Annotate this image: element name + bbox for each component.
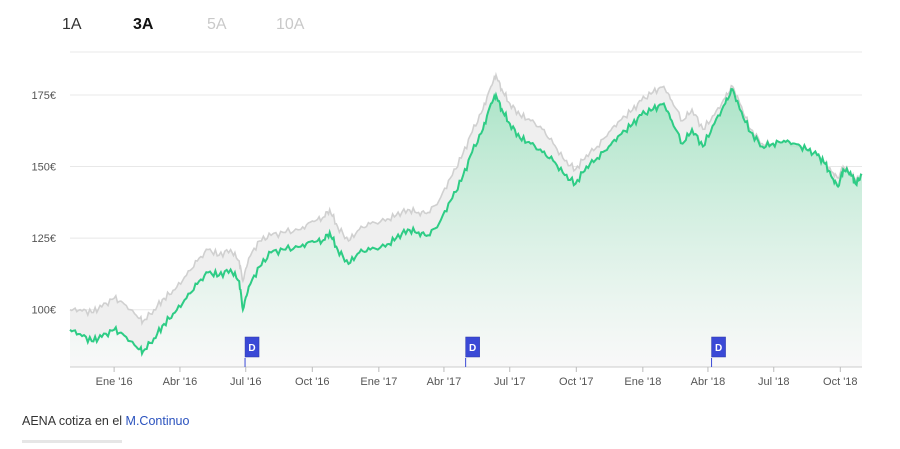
y-tick-label: 100€	[32, 305, 56, 317]
x-tick-label: Jul '16	[230, 376, 261, 388]
tab-3a[interactable]: 3A	[133, 16, 154, 33]
dividend-flag	[465, 336, 480, 358]
dividend-label: D	[715, 343, 722, 354]
x-tick-label: Jul '18	[758, 376, 789, 388]
price-line	[69, 88, 863, 358]
x-tick-label: Abr '16	[163, 376, 198, 388]
series-layer	[69, 71, 863, 368]
market-link[interactable]: M.Continuo	[125, 414, 190, 428]
y-axis: 100€ 125€ 150€ 175€	[32, 90, 56, 317]
x-tick-label: Ene '17	[360, 376, 397, 388]
x-axis-ticks: Ene '16 Abr '16 Jul '16 Oct '16 Ene '17 Abr '…	[96, 367, 858, 388]
x-tick-label: Oct '17	[559, 376, 594, 388]
y-tick-label: 125€	[32, 233, 56, 245]
x-tick-label: Oct '18	[823, 376, 858, 388]
price-chart: 100€ 125€ 150€ 175€ D D D Ene '16 Abr '16 Jul '…	[32, 51, 863, 388]
dividend-flag	[711, 336, 726, 358]
tab-10a[interactable]: 10A	[276, 16, 305, 33]
y-tick-label: 150€	[32, 162, 56, 174]
footer-note: AENA cotiza en el M.Continuo	[22, 414, 189, 428]
x-tick-label: Ene '18	[624, 376, 661, 388]
tab-5a[interactable]: 5A	[207, 16, 227, 33]
footer-text: AENA cotiza en el	[22, 414, 126, 428]
dividend-label: D	[248, 343, 255, 354]
dividend-flag	[244, 336, 260, 358]
tab-1a[interactable]: 1A	[62, 16, 82, 33]
price-area	[70, 89, 862, 367]
period-tabs: 1A 3A 5A 10A	[0, 12, 400, 42]
footer-divider	[22, 440, 122, 443]
x-tick-label: Jul '17	[494, 376, 525, 388]
y-tick-label: 175€	[32, 90, 56, 102]
x-tick-label: Ene '16	[96, 376, 133, 388]
x-tick-label: Abr '17	[427, 376, 462, 388]
x-tick-label: Oct '16	[295, 376, 330, 388]
x-tick-label: Abr '18	[691, 376, 726, 388]
dividend-label: D	[469, 343, 476, 354]
